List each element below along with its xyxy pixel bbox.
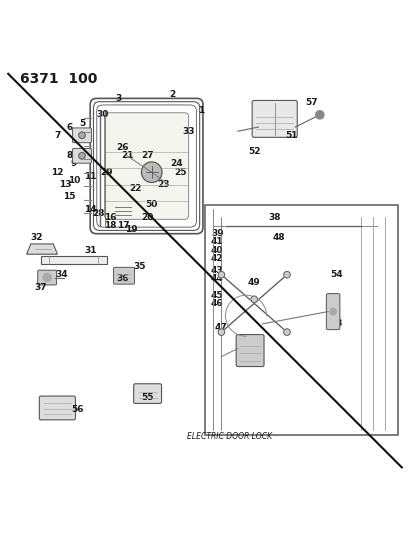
Text: 54: 54 [329, 270, 342, 279]
Circle shape [141, 162, 162, 182]
Text: 14: 14 [84, 205, 96, 214]
Text: 1: 1 [197, 106, 204, 115]
Text: 6: 6 [66, 123, 73, 132]
Text: 17: 17 [117, 221, 129, 230]
Text: 22: 22 [129, 184, 141, 193]
Text: 57: 57 [305, 98, 317, 107]
Text: 11: 11 [84, 172, 96, 181]
Text: 53: 53 [329, 319, 342, 328]
Text: 35: 35 [133, 262, 145, 271]
Text: 18: 18 [104, 221, 117, 230]
Text: 55: 55 [141, 393, 153, 402]
Polygon shape [27, 244, 57, 254]
FancyBboxPatch shape [38, 270, 56, 285]
Text: 32: 32 [31, 233, 43, 243]
Circle shape [79, 152, 85, 159]
Text: 24: 24 [170, 159, 182, 168]
Circle shape [283, 271, 290, 278]
Text: 37: 37 [35, 282, 47, 292]
Text: 16: 16 [104, 213, 117, 222]
Text: 6371  100: 6371 100 [20, 72, 98, 86]
Text: 31: 31 [84, 246, 96, 255]
Text: 39: 39 [211, 229, 223, 238]
Text: 23: 23 [157, 180, 170, 189]
Text: 5: 5 [79, 118, 85, 127]
Text: 41: 41 [211, 237, 223, 246]
FancyBboxPatch shape [326, 294, 339, 329]
Text: 10: 10 [67, 176, 80, 185]
Text: 38: 38 [268, 213, 280, 222]
Text: 26: 26 [117, 143, 129, 152]
Text: 48: 48 [272, 233, 284, 243]
Text: 27: 27 [141, 151, 153, 160]
Text: 2: 2 [169, 90, 175, 99]
Text: 51: 51 [284, 131, 297, 140]
FancyBboxPatch shape [104, 113, 188, 220]
Text: 7: 7 [54, 131, 61, 140]
Text: 30: 30 [96, 110, 108, 119]
Text: 3: 3 [115, 94, 122, 103]
Text: 9: 9 [70, 159, 77, 168]
Text: 21: 21 [121, 151, 133, 160]
Text: 25: 25 [174, 168, 186, 177]
Circle shape [218, 271, 224, 278]
Text: 49: 49 [247, 278, 260, 287]
Circle shape [79, 132, 85, 139]
Circle shape [43, 273, 51, 281]
Text: 29: 29 [100, 168, 112, 177]
Text: 34: 34 [55, 270, 67, 279]
Text: 20: 20 [141, 213, 153, 222]
FancyBboxPatch shape [133, 384, 161, 403]
Text: 42: 42 [211, 254, 223, 263]
FancyBboxPatch shape [39, 396, 75, 420]
FancyBboxPatch shape [252, 100, 297, 138]
FancyBboxPatch shape [72, 128, 91, 143]
Text: 56: 56 [72, 406, 84, 415]
FancyBboxPatch shape [113, 268, 134, 284]
Text: 28: 28 [92, 209, 104, 217]
Text: 43: 43 [211, 266, 223, 275]
Polygon shape [41, 256, 106, 264]
Circle shape [283, 329, 290, 335]
Text: 50: 50 [145, 200, 157, 209]
Text: 47: 47 [214, 324, 227, 333]
Text: 13: 13 [59, 180, 72, 189]
FancyBboxPatch shape [72, 148, 91, 163]
Text: 46: 46 [211, 299, 223, 308]
Text: 12: 12 [51, 168, 63, 177]
Text: 52: 52 [247, 147, 260, 156]
Text: ELECTRIC DOOR LOCK: ELECTRIC DOOR LOCK [187, 432, 272, 441]
FancyBboxPatch shape [236, 335, 263, 367]
Text: 40: 40 [211, 246, 223, 255]
Text: 45: 45 [211, 290, 223, 300]
Text: 8: 8 [66, 151, 73, 160]
Text: 36: 36 [117, 274, 129, 284]
Circle shape [315, 111, 323, 119]
Text: 33: 33 [182, 127, 194, 136]
Text: 4: 4 [83, 151, 89, 160]
Circle shape [218, 329, 224, 335]
Circle shape [250, 296, 257, 303]
Circle shape [329, 308, 335, 315]
Text: 19: 19 [125, 225, 137, 234]
Text: 44: 44 [210, 274, 223, 284]
Text: 15: 15 [63, 192, 76, 201]
